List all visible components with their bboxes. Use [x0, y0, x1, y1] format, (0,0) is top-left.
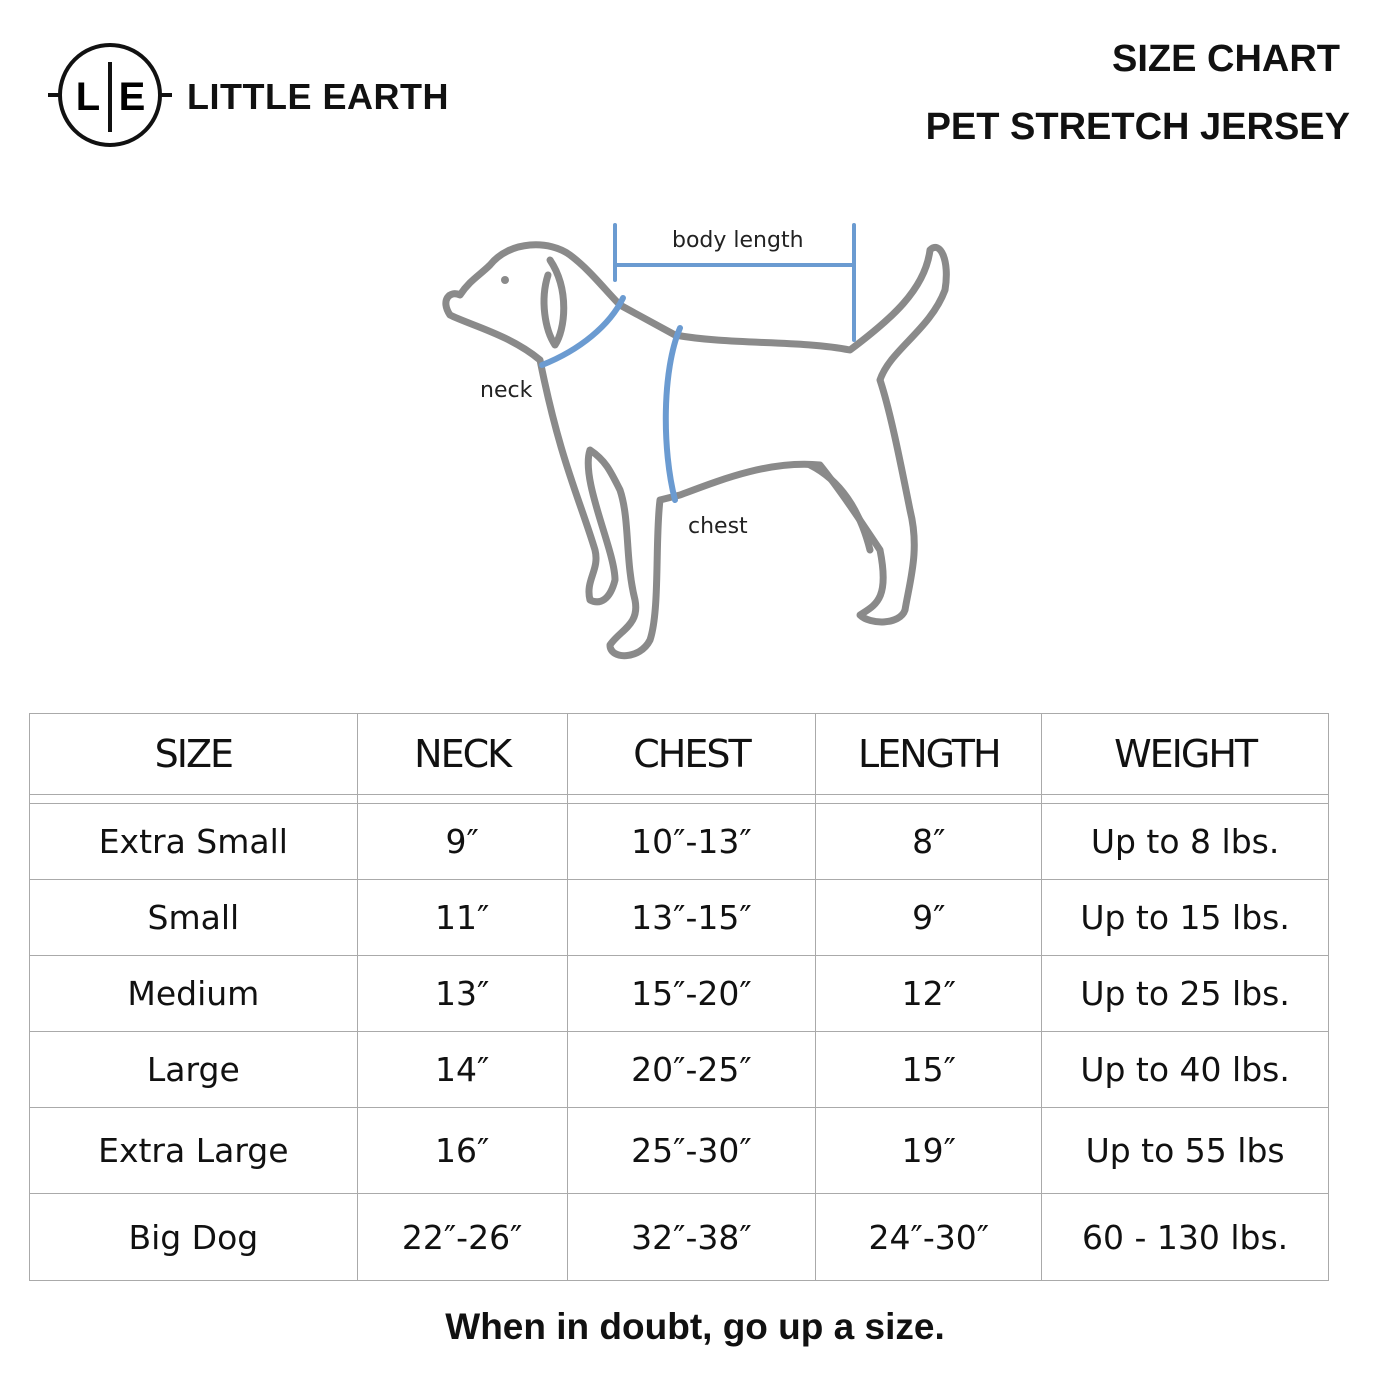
cell-size: Big Dog — [29, 1193, 358, 1281]
cell-weight: Up to 55 lbs — [1041, 1107, 1329, 1194]
cell-length: 24″-30″ — [815, 1193, 1043, 1281]
svg-text:E: E — [119, 75, 146, 119]
cell-chest: 10″-13″ — [566, 803, 817, 880]
table-row: Small 11″ 13″-15″ 9″ Up to 15 lbs. — [29, 879, 1329, 956]
dog-measurement-diagram — [442, 223, 950, 660]
table-row: Extra Small 9″ 10″-13″ 8″ Up to 8 lbs. — [29, 803, 1329, 880]
chest-measure — [662, 325, 683, 503]
cell-length: 19″ — [815, 1107, 1043, 1194]
cell-size: Extra Small — [29, 803, 358, 880]
cell-weight: 60 - 130 lbs. — [1041, 1193, 1329, 1281]
measurement-lines — [539, 223, 856, 503]
cell-weight: Up to 25 lbs. — [1041, 955, 1329, 1032]
neck-measure — [539, 295, 626, 368]
cell-neck: 16″ — [356, 1107, 568, 1194]
cell-neck: 14″ — [356, 1031, 568, 1108]
little-earth-logo: L E — [48, 43, 172, 147]
table-row: Large 14″ 20″-25″ 15″ Up to 40 lbs. — [29, 1031, 1329, 1108]
cell-chest: 13″-15″ — [566, 879, 817, 956]
neck-label: neck — [480, 378, 533, 403]
cell-size: Extra Large — [29, 1107, 358, 1194]
cell-chest: 25″-30″ — [566, 1107, 817, 1194]
table-header-row: SIZE NECK CHEST LENGTH WEIGHT — [29, 713, 1329, 795]
cell-length: 8″ — [815, 803, 1043, 880]
brand-name: LITTLE EARTH — [187, 76, 449, 117]
cell-size: Small — [29, 879, 358, 956]
cell-neck: 13″ — [356, 955, 568, 1032]
header-neck: NECK — [356, 713, 568, 795]
cell-chest: 20″-25″ — [566, 1031, 817, 1108]
header-length: LENGTH — [815, 713, 1043, 795]
cell-neck: 11″ — [356, 879, 568, 956]
size-chart-table: SIZE NECK CHEST LENGTH WEIGHT Extra Smal… — [29, 713, 1329, 1281]
table-row: Extra Large 16″ 25″-30″ 19″ Up to 55 lbs — [29, 1107, 1329, 1194]
cell-weight: Up to 8 lbs. — [1041, 803, 1329, 880]
cell-size: Large — [29, 1031, 358, 1108]
cell-neck: 9″ — [356, 803, 568, 880]
cell-length: 9″ — [815, 879, 1043, 956]
cell-neck: 22″-26″ — [356, 1193, 568, 1281]
cell-weight: Up to 15 lbs. — [1041, 879, 1329, 956]
page-subtitle: PET STRETCH JERSEY — [925, 106, 1350, 148]
footer-note: When in doubt, go up a size. — [445, 1306, 945, 1347]
header-size: SIZE — [29, 713, 358, 795]
cell-length: 15″ — [815, 1031, 1043, 1108]
page-title: SIZE CHART — [1112, 38, 1340, 80]
cell-length: 12″ — [815, 955, 1043, 1032]
chest-label: chest — [688, 514, 748, 539]
cell-chest: 32″-38″ — [566, 1193, 817, 1281]
dog-outline-icon — [442, 241, 950, 660]
header-weight: WEIGHT — [1041, 713, 1329, 795]
cell-size: Medium — [29, 955, 358, 1032]
svg-text:L: L — [76, 75, 100, 119]
table-row: Medium 13″ 15″-20″ 12″ Up to 25 lbs. — [29, 955, 1329, 1032]
header-chest: CHEST — [566, 713, 817, 795]
cell-weight: Up to 40 lbs. — [1041, 1031, 1329, 1108]
cell-chest: 15″-20″ — [566, 955, 817, 1032]
table-row: Big Dog 22″-26″ 32″-38″ 24″-30″ 60 - 130 lbs… — [29, 1193, 1329, 1281]
body-length-label: body length — [672, 228, 804, 253]
